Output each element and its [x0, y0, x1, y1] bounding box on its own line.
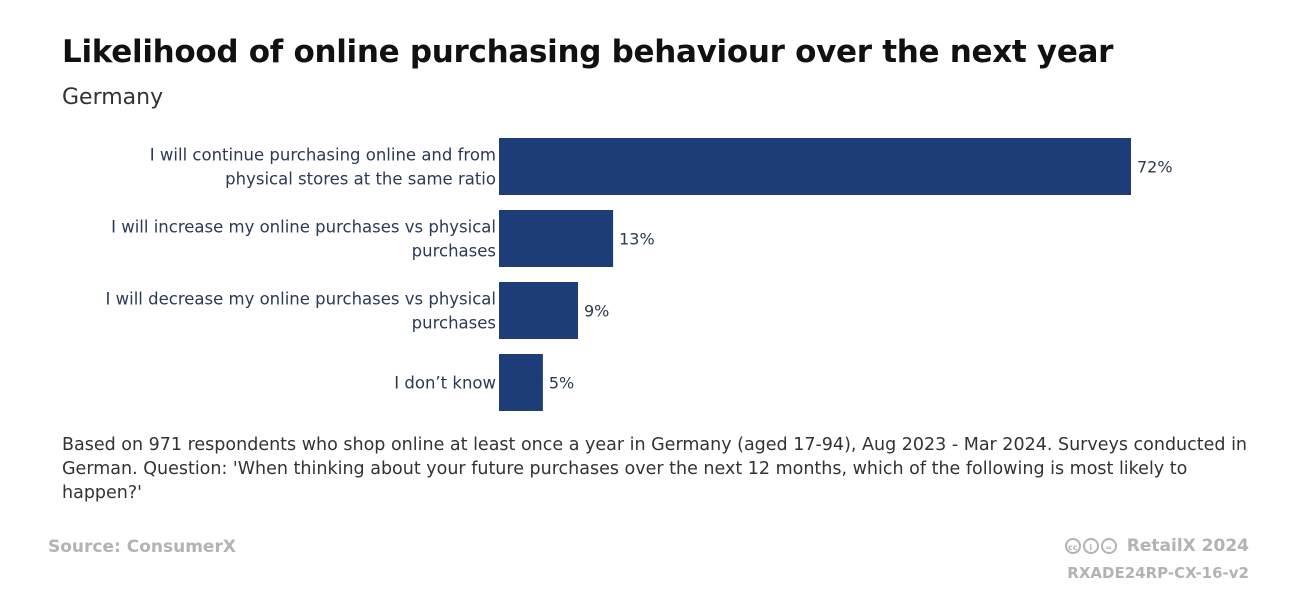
cc-icon: cc	[1064, 538, 1081, 554]
chart-title: Likelihood of online purchasing behaviou…	[62, 34, 1114, 70]
chart-subtitle: Germany	[62, 85, 164, 110]
methodology-note: Based on 971 respondents who shop online…	[62, 435, 1248, 503]
category-label-0: I will continue purchasing online and fr…	[150, 146, 496, 189]
bar-0	[499, 138, 1131, 195]
license-icons: cc i =	[1064, 538, 1117, 554]
category-label-1: I will increase my online purchases vs p…	[111, 218, 496, 261]
by-icon: i	[1082, 538, 1099, 554]
bar-2	[499, 282, 578, 339]
bar-3	[499, 354, 543, 411]
nd-icon: =	[1100, 538, 1117, 554]
category-label-3: I don’t know	[394, 374, 496, 393]
value-label-0: 72%	[1137, 158, 1173, 177]
bar-1	[499, 210, 614, 267]
category-label-2: I will decrease my online purchases vs p…	[106, 290, 496, 333]
source-label: Source: ConsumerX	[48, 537, 236, 557]
brand-block: cc i = RetailX 2024	[1064, 536, 1249, 556]
brand-label: RetailX 2024	[1126, 536, 1249, 556]
value-label-1: 13%	[619, 230, 655, 249]
value-label-3: 5%	[549, 374, 574, 393]
bar-chart: 72% I will continue purchasing online and…	[106, 138, 1173, 411]
report-code: RXADE24RP-CX-16-v2	[1067, 564, 1249, 582]
value-label-2: 9%	[584, 302, 609, 321]
